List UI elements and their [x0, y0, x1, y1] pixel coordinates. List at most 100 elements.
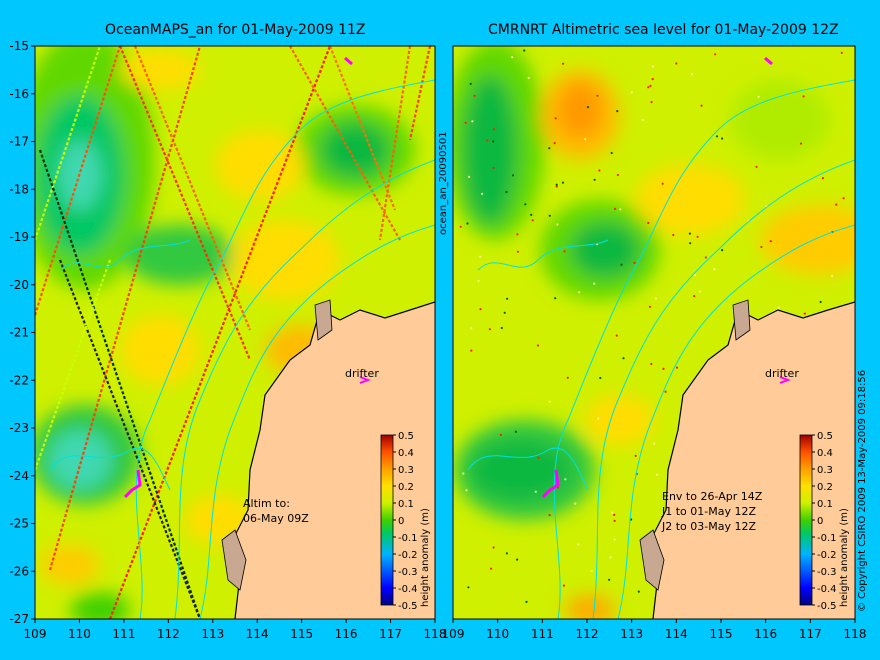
lat-tick-label: -18	[9, 182, 29, 196]
observation-dot	[622, 357, 625, 360]
left-map	[35, 46, 435, 619]
observation-dot	[462, 472, 465, 475]
right-lon-tick-label: 112	[576, 627, 599, 641]
observation-dot	[672, 233, 675, 237]
left-lon-tick-label: 114	[246, 627, 269, 641]
right-annotation-line: J1 to 01-May 12Z	[662, 505, 757, 518]
observation-dot	[506, 297, 509, 300]
observation-dot	[842, 197, 845, 200]
observation-dot	[481, 192, 484, 195]
left-colorbar-tick-label: -0.2	[398, 550, 418, 561]
left-colorbar-label: height anomaly (m)	[420, 508, 431, 607]
lat-tick-label: -16	[9, 87, 29, 101]
observation-dot	[693, 295, 696, 298]
observation-dot	[647, 86, 650, 89]
left-colorbar-tick-label: -0.3	[398, 567, 418, 578]
observation-dot	[459, 225, 462, 228]
observation-dot	[819, 300, 822, 304]
observation-dot	[505, 552, 508, 555]
right-shark-bay	[639, 529, 665, 591]
observation-dot	[664, 390, 667, 393]
observation-dot	[488, 328, 491, 331]
right-anomaly-field	[453, 46, 855, 619]
observation-dot	[614, 207, 617, 210]
observation-dot	[548, 147, 551, 150]
right-lon-tick-label: 118	[844, 627, 867, 641]
observation-dot	[561, 181, 565, 184]
observation-dot	[524, 203, 527, 206]
observation-dot	[713, 268, 716, 271]
observation-dot	[479, 255, 482, 258]
observation-dot	[840, 51, 843, 55]
observation-dot	[653, 442, 656, 445]
lat-tick-label: -25	[9, 517, 29, 531]
copyright-label: © Copyright CSIRO 2009 13-May-2009 09:18…	[857, 369, 868, 612]
observation-dot	[694, 273, 697, 277]
observation-dot	[536, 344, 540, 347]
left-colorbar-tick-label: -0.1	[398, 533, 418, 544]
left-colorbar-ticks: 0.5 0.4 0.3 0.2 0.1 0 -0.1 -0.2 -0.3 -0.4 -0.5	[393, 431, 418, 612]
observation-dot	[698, 290, 702, 293]
observation-dot	[537, 456, 540, 459]
right-colorbar-tick-label: -0.3	[817, 567, 837, 578]
observation-dot	[490, 567, 493, 570]
observation-dot	[548, 214, 551, 217]
observation-dot	[755, 165, 758, 168]
observation-dot	[566, 376, 569, 379]
right-colorbar-label: height anomaly (m)	[839, 508, 850, 607]
lat-tick-label: -17	[9, 135, 29, 149]
observation-dot	[714, 53, 717, 56]
observation-dot	[467, 586, 470, 589]
left-lon-tick-label: 112	[157, 627, 180, 641]
run-id-label: ocean_an_20090501	[438, 131, 449, 235]
right-colorbar-gradient	[799, 434, 813, 606]
observation-dot	[637, 590, 640, 593]
left-lon-tick-label: 117	[379, 627, 402, 641]
left-latitude-axis: -15 -16 -17 -18 -19 -20 -21 -22 -23 -24 -25 -26 -27	[9, 39, 35, 626]
observation-dot	[613, 519, 616, 523]
observation-dot	[548, 400, 551, 403]
observation-dot	[675, 366, 679, 369]
observation-dot	[651, 78, 654, 81]
observation-dot	[597, 417, 600, 420]
right-lon-tick-label: 114	[665, 627, 688, 641]
observation-dot	[492, 140, 495, 143]
left-drifter-label: drifter	[345, 367, 379, 380]
right-colorbar-tick-label: 0.3	[817, 465, 833, 476]
observation-dot	[511, 174, 515, 177]
observation-dot	[835, 203, 838, 206]
left-colorbar-tick-label: 0.1	[398, 499, 414, 510]
left-lon-tick-label: 109	[24, 627, 47, 641]
observation-dot	[486, 139, 489, 142]
left-colorbar-tick-label: -0.4	[398, 584, 418, 595]
observation-dot	[799, 142, 803, 145]
observation-dot	[611, 511, 614, 514]
observation-dot	[700, 104, 703, 107]
observation-dot	[615, 334, 618, 337]
observation-dot	[675, 62, 678, 65]
right-exmouth-gulf	[732, 299, 751, 341]
right-lon-tick-label: 115	[710, 627, 733, 641]
observation-dot	[661, 182, 664, 185]
observation-dot	[634, 454, 637, 457]
observation-dot	[553, 142, 556, 145]
observation-dot	[630, 91, 633, 94]
left-colorbar-tick-label: 0.3	[398, 465, 414, 476]
observation-dot	[516, 558, 519, 561]
right-map-title: CMRNRT Altimetric sea level for 01-May-2…	[488, 22, 839, 38]
left-bathymetry-contours	[49, 79, 435, 619]
right-colorbar-tick-label: -0.2	[817, 550, 837, 561]
observation-dot	[803, 312, 806, 315]
observation-dot	[464, 121, 467, 124]
right-map	[453, 46, 855, 619]
observation-dot	[554, 117, 557, 120]
left-colorbar-tick-label: 0.5	[398, 431, 414, 442]
lat-tick-label: -19	[9, 230, 29, 244]
right-longitude-axis: 109 110 111 112 113 114 115 116 117 118	[442, 619, 867, 641]
right-colorbar-tick-label: 0.4	[817, 448, 833, 459]
observation-dot	[500, 326, 503, 330]
observation-dot	[654, 297, 658, 300]
observation-dot	[610, 151, 613, 155]
observation-dot	[499, 433, 502, 436]
